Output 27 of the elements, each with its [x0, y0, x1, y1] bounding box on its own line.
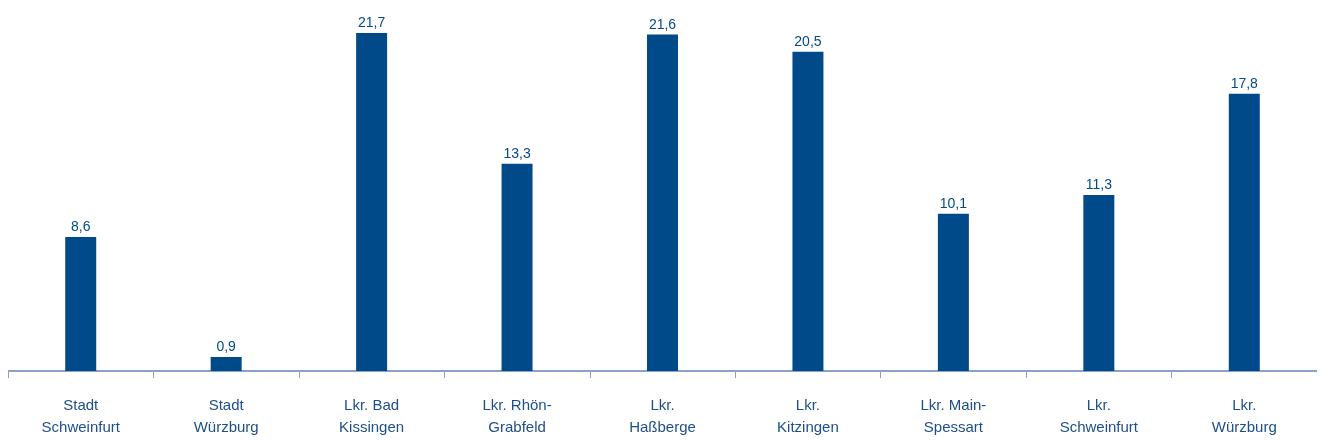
data-label: 21,6	[648, 15, 677, 32]
bar	[1083, 194, 1115, 371]
data-label: 10,1	[939, 194, 968, 211]
data-label: 13,3	[503, 144, 531, 161]
data-label: 21,7	[357, 14, 386, 30]
bar	[647, 34, 678, 371]
data-label: 0,9	[216, 337, 237, 354]
x-tick-label: Lkr. Schweinfurt	[1059, 395, 1139, 435]
x-tick-label: Lkr. Würzburg	[1211, 395, 1277, 435]
x-tick-label: Lkr. Main- Spessart	[920, 395, 987, 435]
x-tick-label: Stadt Schweinfurt	[41, 395, 121, 435]
data-label: 17,8	[1230, 74, 1259, 91]
x-tick-label: Stadt Würzburg	[193, 395, 259, 435]
bar	[1228, 93, 1260, 371]
bar	[501, 163, 533, 371]
x-tick-label: Lkr. Kitzingen	[777, 395, 839, 435]
bar	[937, 213, 969, 371]
x-tick-label: Lkr. Rhön- Grabfeld	[482, 395, 552, 435]
data-label: 20,5	[794, 32, 822, 49]
bar	[792, 51, 824, 371]
x-tick-label: Lkr. Haßberge	[629, 395, 696, 435]
x-tick-label: Lkr. Bad Kissingen	[339, 395, 405, 435]
bar	[356, 33, 388, 371]
data-label: 8,6	[70, 218, 91, 235]
bar	[210, 356, 242, 371]
data-label: 11,3	[1085, 175, 1113, 192]
bar	[65, 237, 97, 371]
